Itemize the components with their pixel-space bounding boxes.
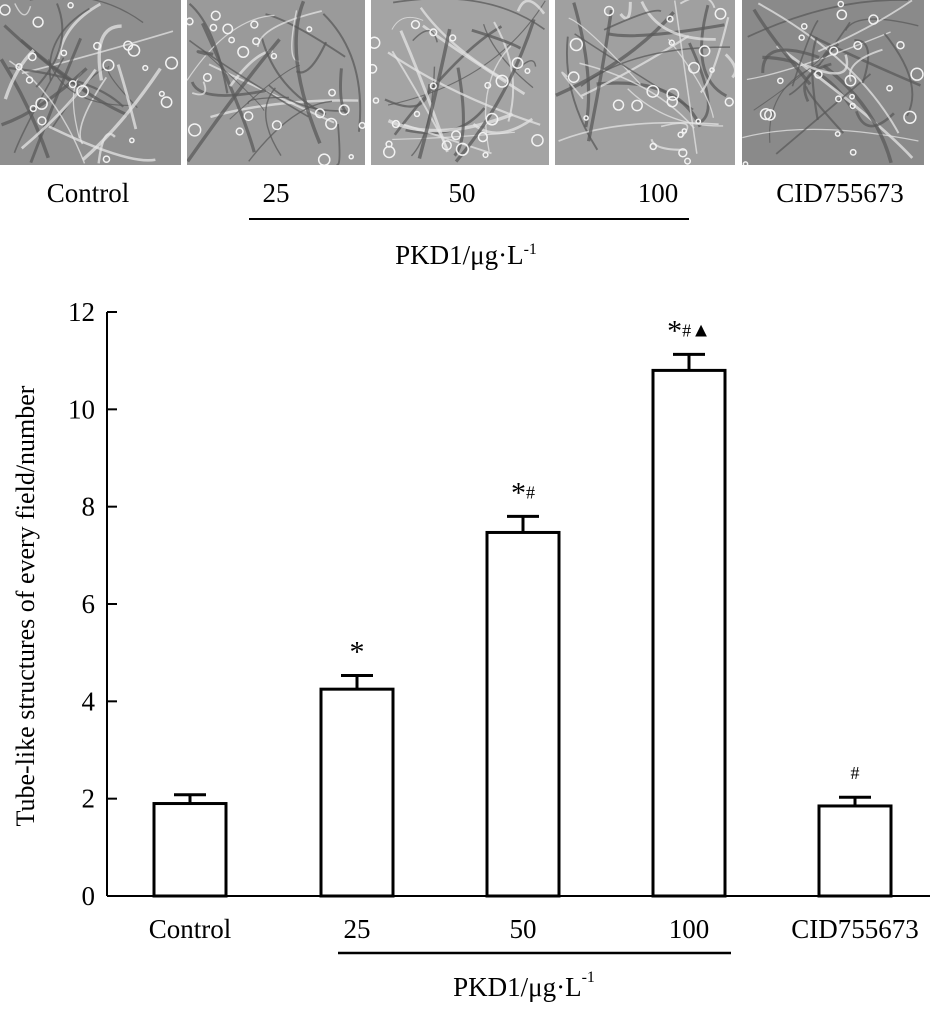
group-label: PKD1/μg·L-1 <box>453 969 595 1002</box>
y-tick-label: 8 <box>82 492 96 522</box>
x-tick-label: 25 <box>344 914 371 944</box>
micrograph-label-control: Control <box>46 178 130 208</box>
y-axis-label: Tube-like structures of every field/numb… <box>11 385 40 826</box>
y-tick-label: 12 <box>68 297 95 327</box>
bar-3 <box>651 368 727 898</box>
micrograph-label-cid755673: CID755673 <box>776 178 904 208</box>
micrograph-100 <box>555 0 735 165</box>
significance-mark: * <box>511 476 526 509</box>
micrograph-control-image <box>0 0 181 165</box>
bar-2 <box>485 530 561 898</box>
y-tick-label: 2 <box>82 784 96 814</box>
y-tick-label: 6 <box>82 589 96 619</box>
bar-4 <box>817 804 893 898</box>
significance-mark: # <box>851 763 860 783</box>
bar-chart: 0 2 4 6 8 10 12 Control 25 50 100 CID755673 PKD1/μg·… <box>11 297 930 1002</box>
significance-label: # <box>851 763 860 783</box>
group-label-sup: -1 <box>582 969 595 986</box>
micrograph-group-label-text: PKD1/μg·L <box>395 240 524 270</box>
bar-0 <box>152 802 228 898</box>
significance-mark: * <box>667 314 682 347</box>
micrograph-control <box>0 0 181 165</box>
bar-1 <box>319 687 395 898</box>
micrograph-cid755673 <box>742 0 924 165</box>
micrograph-label-50: 50 <box>448 178 476 208</box>
x-tick-label: CID755673 <box>791 914 919 944</box>
x-tick-label: 50 <box>510 914 537 944</box>
micrograph-25-image <box>187 0 365 165</box>
significance-mark: ▲ <box>691 319 711 341</box>
micrograph-cid755673-image <box>742 0 924 165</box>
micrograph-group-label: PKD1/μg·L-1 <box>395 242 537 269</box>
group-label-text: PKD1/μg·L <box>453 972 581 1002</box>
x-tick-label: 100 <box>669 914 710 944</box>
significance-label: *#▲ <box>667 314 711 347</box>
micrograph-25 <box>187 0 365 165</box>
micrograph-50-image <box>371 0 549 165</box>
micrograph-50 <box>371 0 549 165</box>
micrograph-group-label-sup: -1 <box>523 241 537 258</box>
significance-label: *# <box>511 476 535 509</box>
micrograph-group-bracket <box>249 218 689 220</box>
micrograph-100-image <box>555 0 735 165</box>
chart-bars: **#*#▲# <box>152 314 893 898</box>
significance-mark: # <box>526 482 535 502</box>
significance-mark: # <box>682 320 691 340</box>
micrograph-label-100: 100 <box>637 178 679 208</box>
x-tick-label: Control <box>149 914 232 944</box>
chart-axes: 0 2 4 6 8 10 12 Control 25 50 100 CID755673 PKD1/μg·… <box>68 297 930 1002</box>
significance-label: * <box>350 636 365 669</box>
y-tick-label: 10 <box>68 394 95 424</box>
significance-mark: * <box>350 636 365 669</box>
micrograph-label-25: 25 <box>262 178 290 208</box>
y-tick-label: 4 <box>82 686 96 716</box>
y-tick-label: 0 <box>82 881 96 911</box>
